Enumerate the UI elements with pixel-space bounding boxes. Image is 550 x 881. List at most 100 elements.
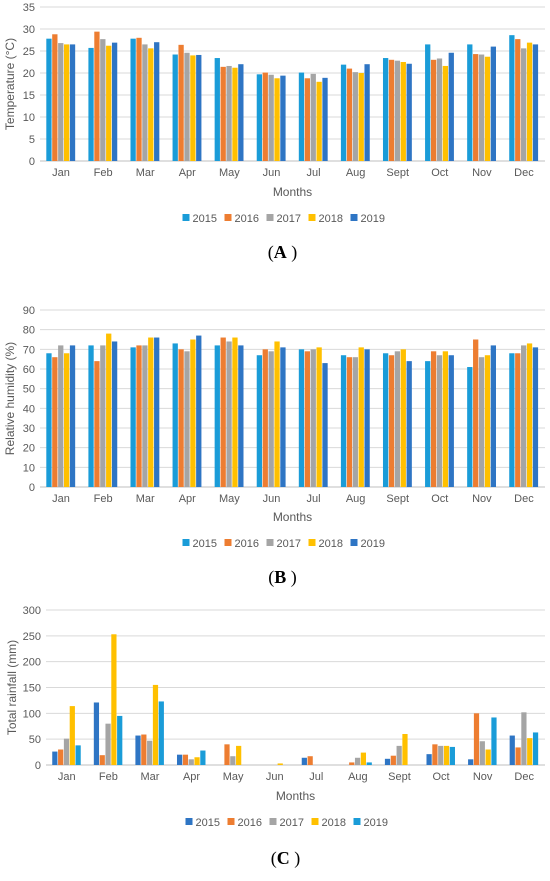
panel-label-close: ) <box>287 242 298 263</box>
y-tick-label: 20 <box>23 68 35 80</box>
bar <box>467 44 473 161</box>
legend-label: 2016 <box>235 538 259 550</box>
bar <box>52 751 58 765</box>
bar <box>63 44 70 161</box>
legend-swatch <box>182 539 190 546</box>
bar <box>277 763 283 765</box>
bar <box>63 353 70 487</box>
legend-item: 2018 <box>308 538 343 550</box>
bar <box>172 54 178 161</box>
x-tick-label: Oct <box>432 771 449 783</box>
bar <box>196 54 202 161</box>
x-tick-label: Dec <box>514 167 534 179</box>
bar <box>467 367 473 487</box>
bar <box>448 52 454 162</box>
panel-label: (C ) <box>271 848 301 869</box>
bar <box>69 706 75 765</box>
panel-label-close: ) <box>286 567 297 588</box>
x-tick-label: Feb <box>94 493 113 505</box>
bar <box>473 54 479 161</box>
legend-swatch <box>224 214 232 221</box>
legend-item: 2016 <box>224 538 259 550</box>
bar <box>509 353 515 487</box>
bar <box>358 73 364 161</box>
bar <box>388 355 395 487</box>
bar <box>478 357 485 487</box>
bar <box>238 64 244 161</box>
bar <box>478 54 485 161</box>
x-tick-label: Feb <box>94 167 113 179</box>
bar <box>402 734 408 765</box>
y-tick-label: 150 <box>23 683 41 695</box>
bar <box>340 355 347 487</box>
bar <box>532 347 539 487</box>
x-tick-label: Feb <box>99 771 118 783</box>
bar <box>226 65 232 161</box>
x-tick-label: Nov <box>472 167 492 179</box>
legend-swatch <box>266 539 274 546</box>
bar <box>130 38 136 161</box>
y-tick-label: 100 <box>23 708 41 720</box>
bar <box>436 58 443 162</box>
chart-b: 0 10 20 30 40 50 60 70 80 90 Jan Feb Mar Apr May Jun Jul… <box>3 305 545 588</box>
x-tick-label: Mar <box>136 167 155 179</box>
y-tick-label: 20 <box>23 443 35 455</box>
legend-swatch <box>308 539 316 546</box>
legend-item: 2018 <box>311 817 346 829</box>
bar <box>346 68 353 161</box>
bar <box>479 741 485 765</box>
bar <box>322 77 328 161</box>
legend-item: 2019 <box>353 817 388 829</box>
x-tick-label: Oct <box>431 493 448 505</box>
bar <box>69 345 76 487</box>
legend-item: 2017 <box>266 538 301 550</box>
x-tick-label: Mar <box>136 493 155 505</box>
legend-label: 2017 <box>277 538 301 550</box>
bar <box>400 349 406 487</box>
x-tick-label: Jan <box>58 771 76 783</box>
bar <box>442 351 449 487</box>
bar <box>100 345 106 487</box>
bar <box>307 756 313 765</box>
bar <box>310 73 316 161</box>
x-tick-label: Aug <box>348 771 368 783</box>
panel-label-open: ( <box>268 567 274 588</box>
bar <box>214 58 220 161</box>
bar <box>388 59 395 161</box>
x-tick-label: Dec <box>514 771 534 783</box>
bar <box>509 735 515 765</box>
bar <box>111 42 118 161</box>
bar <box>384 758 391 765</box>
legend-label: 2015 <box>193 538 217 550</box>
bar <box>432 744 438 765</box>
x-axis-title: Months <box>276 789 315 803</box>
bar <box>515 353 521 487</box>
bar <box>111 634 117 765</box>
bar <box>46 38 52 161</box>
bar <box>473 339 479 487</box>
bar <box>468 759 474 765</box>
legend-swatch <box>266 214 274 221</box>
bar <box>158 701 164 765</box>
bar <box>443 745 450 765</box>
legend-swatch <box>269 818 277 825</box>
bar <box>449 746 455 765</box>
bar <box>526 42 533 161</box>
bar <box>230 756 236 765</box>
bar <box>366 762 372 765</box>
bar <box>352 357 358 487</box>
bar <box>448 355 454 487</box>
panel-label-letter: C <box>277 848 290 868</box>
y-tick-label: 10 <box>23 462 35 474</box>
bar <box>46 353 52 487</box>
bar <box>63 738 70 765</box>
x-tick-label: Apr <box>179 167 196 179</box>
y-tick-label: 5 <box>29 134 35 146</box>
legend-label: 2019 <box>361 538 385 550</box>
y-axis-title: Total rainfall (mm) <box>5 640 19 735</box>
bar <box>194 757 200 765</box>
bar <box>88 47 94 161</box>
legend-label: 2015 <box>193 213 217 225</box>
legend-label: 2015 <box>196 817 220 829</box>
bar <box>298 72 305 161</box>
